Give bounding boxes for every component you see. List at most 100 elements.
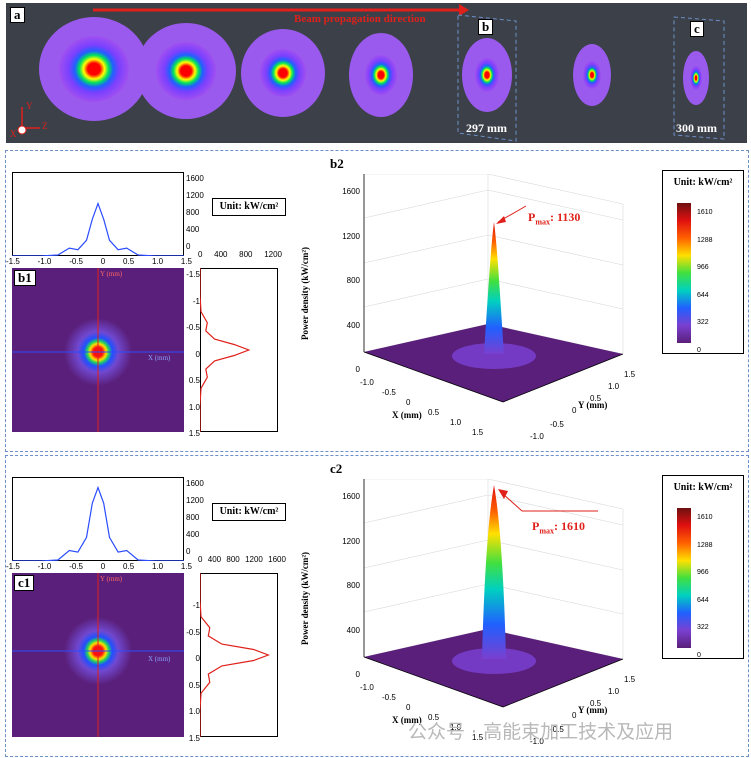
tick: 1.5 — [472, 733, 484, 742]
tick: 0 — [406, 398, 411, 407]
distance-300: 300 mm — [676, 121, 717, 135]
tick: -0.5 — [382, 388, 396, 397]
tick: 0.5 — [428, 408, 440, 417]
ylabel-c: Y (mm) — [578, 705, 608, 715]
tick: 1.5 — [188, 733, 200, 743]
tick: -1.0 — [530, 737, 544, 746]
tick: -1.0 — [37, 562, 52, 571]
tick: -1.0 — [37, 257, 52, 266]
tick: 322 — [697, 624, 709, 631]
panel-b-marker: b — [478, 19, 494, 35]
tick: 0 — [355, 365, 360, 374]
tick: 1.0 — [151, 257, 164, 266]
tick: 0.5 — [123, 562, 135, 571]
top-profile-yticks-b: 1600 1200 800 400 0 — [186, 170, 210, 255]
tick: 400 — [346, 320, 360, 330]
tick: 0 — [198, 250, 203, 259]
tick: 644 — [697, 596, 709, 604]
colorbar-ticks-b: 1610 1288 966 644 322 0 — [697, 199, 713, 364]
pmax-p: P — [532, 519, 540, 533]
axis-x-label: X — [10, 129, 17, 139]
tick: 1200 — [342, 231, 360, 241]
tick: 1.5 — [188, 429, 200, 438]
tick: 0.5 — [123, 257, 135, 266]
zticks-b: 1600 1200 800 400 0 — [332, 170, 360, 393]
unit-label-c: Unit: kW/cm² — [212, 503, 286, 521]
tick: 1600 — [186, 479, 204, 488]
zlabel-b: Power density (kW/cm²) — [300, 246, 310, 340]
tick: 800 — [239, 250, 253, 259]
pmax-b: Pmax: 1130 — [528, 210, 580, 226]
heatmap-x-label: X (mm) — [148, 354, 171, 362]
tick: -0.5 — [186, 323, 200, 332]
panel-c — [5, 455, 749, 757]
zticks-c: 1600 1200 800 400 0 — [332, 475, 360, 698]
tick: 0 — [198, 555, 203, 564]
colorbar-title-b: Unit: kW/cm² — [673, 177, 733, 188]
colorbar-gradient-b — [677, 203, 691, 343]
tick: 1288 — [697, 541, 713, 549]
tick: 1610 — [697, 209, 713, 216]
tick: -1 — [192, 296, 200, 306]
heatmap-y-label-c: Y (mm) — [100, 575, 123, 583]
tick: -0.5 — [186, 627, 200, 637]
tick: 0 — [186, 547, 191, 556]
tick: 1600 — [268, 555, 286, 564]
tick: 0 — [186, 242, 191, 251]
tick: 0 — [195, 654, 200, 663]
top-profile-c — [12, 477, 184, 561]
tick: 0 — [697, 651, 701, 659]
tick: 0.5 — [590, 394, 602, 403]
tick: -0.5 — [550, 725, 564, 734]
top-profile-b — [12, 172, 184, 256]
tick: 800 — [346, 276, 360, 285]
pmax-sub: max — [539, 526, 555, 536]
beam-direction-label: Beam propagation direction — [294, 13, 426, 25]
tick: -1 — [192, 601, 200, 610]
tick: 1.0 — [450, 418, 462, 427]
side-xticks-c: 0 400 800 1200 1600 — [198, 555, 286, 564]
tick: 400 — [346, 625, 360, 635]
colorbar-gradient-c — [677, 508, 691, 648]
unit-label-b: Unit: kW/cm² — [212, 198, 286, 216]
heatmap-x-label-c: X (mm) — [148, 655, 171, 663]
tick: -1.5 — [6, 562, 20, 571]
tick: 400 — [186, 530, 200, 539]
axis-z-label: Z — [42, 121, 48, 131]
tick: 1.5 — [624, 675, 636, 684]
tick: -1.0 — [360, 378, 374, 387]
colorbar-box-c: Unit: kW/cm² 1610 1288 966 644 322 0 — [662, 475, 744, 659]
tick: -1.5 — [186, 270, 200, 279]
watermark: 公众号 · 高能束加工技术及应用 — [408, 721, 674, 743]
side-xticks-b: 0 400 800 1200 — [198, 250, 282, 259]
pmax-value: : 1610 — [554, 519, 586, 533]
tick: 1.0 — [450, 723, 462, 732]
tick: 0 — [572, 406, 577, 415]
tick: 1288 — [697, 236, 713, 244]
tick: 322 — [697, 319, 709, 326]
pmax-p: P — [528, 210, 536, 224]
tick: 1.0 — [608, 382, 620, 391]
tick: 0 — [355, 670, 360, 679]
distance-297: 297 mm — [466, 121, 507, 135]
tick: 800 — [346, 581, 360, 590]
tick: 1.5 — [180, 257, 192, 266]
tick: 1.0 — [188, 402, 200, 412]
pmax-sub: max — [535, 217, 551, 227]
beam-cross-sections — [17, 14, 725, 142]
row-b: 1600 1200 800 400 0 -1.5 -1.0 -0.5 0 0.5… — [0, 150, 751, 450]
tick: 0.5 — [428, 713, 440, 722]
tick: -1.5 — [6, 257, 20, 266]
axis-y-label: Y — [26, 101, 33, 111]
tick: 0 — [195, 349, 200, 359]
tick: -0.5 — [69, 562, 83, 571]
side-yticks-c: -1 -0.5 0 0.5 1.0 1.5 — [186, 593, 200, 752]
tick: 0 — [697, 346, 701, 354]
heatmap-y-label: Y (mm) — [100, 270, 123, 278]
tick: 644 — [697, 291, 709, 299]
tick: -0.5 — [69, 257, 83, 266]
tick: -0.5 — [550, 420, 564, 429]
colorbar-box-b: Unit: kW/cm² 1610 1288 966 644 322 0 — [662, 170, 744, 354]
tick: 1200 — [186, 191, 204, 200]
zlabel-c: Power density (kW/cm²) — [300, 551, 310, 645]
